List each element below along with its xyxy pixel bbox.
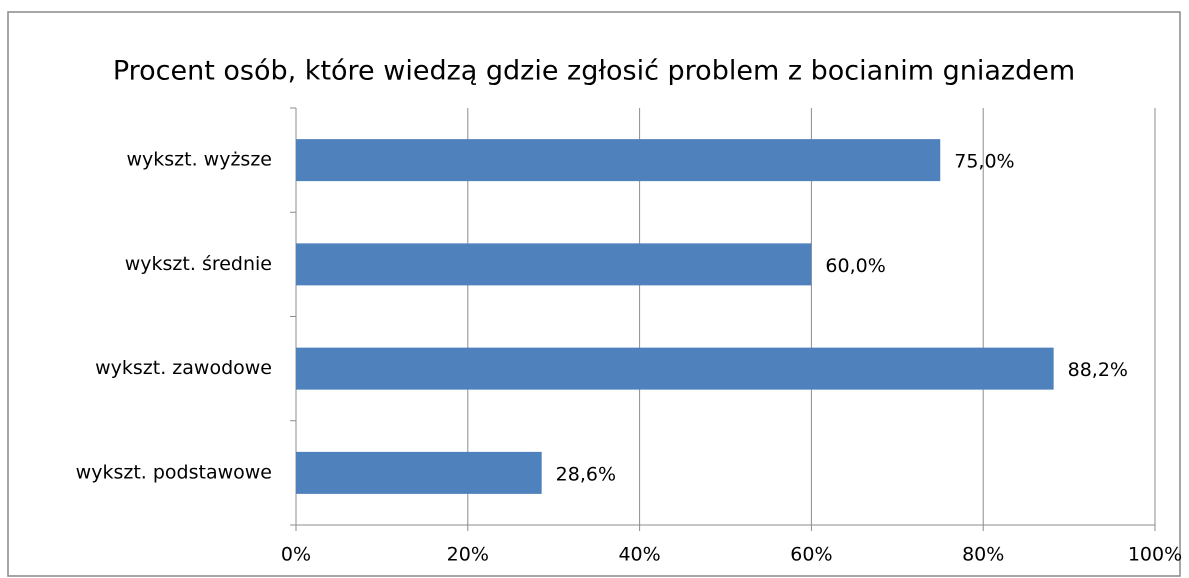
x-tick-label: 80% — [962, 544, 1004, 566]
x-tick-label: 60% — [790, 544, 832, 566]
data-label: 60,0% — [825, 255, 885, 277]
x-tick-label: 0% — [281, 544, 311, 566]
bar — [296, 139, 941, 182]
x-tick-label: 20% — [447, 544, 489, 566]
y-tick-label: wykszt. średnie — [125, 253, 272, 275]
data-label: 75,0% — [954, 151, 1014, 173]
data-label: 88,2% — [1068, 359, 1128, 381]
y-tick-label: wykszt. wyższe — [126, 149, 272, 171]
chart-title: Procent osób, które wiedzą gdzie zgłosić… — [113, 56, 1075, 87]
bar — [296, 347, 1054, 390]
x-tick-label: 40% — [618, 544, 660, 566]
bar — [296, 451, 542, 494]
y-tick-label: wykszt. zawodowe — [95, 357, 272, 379]
bar — [296, 243, 812, 286]
chart-border — [7, 11, 1181, 577]
data-label: 28,6% — [556, 463, 616, 485]
x-tick-label: 100% — [1128, 544, 1182, 566]
y-tick-label: wykszt. podstawowe — [76, 461, 272, 483]
